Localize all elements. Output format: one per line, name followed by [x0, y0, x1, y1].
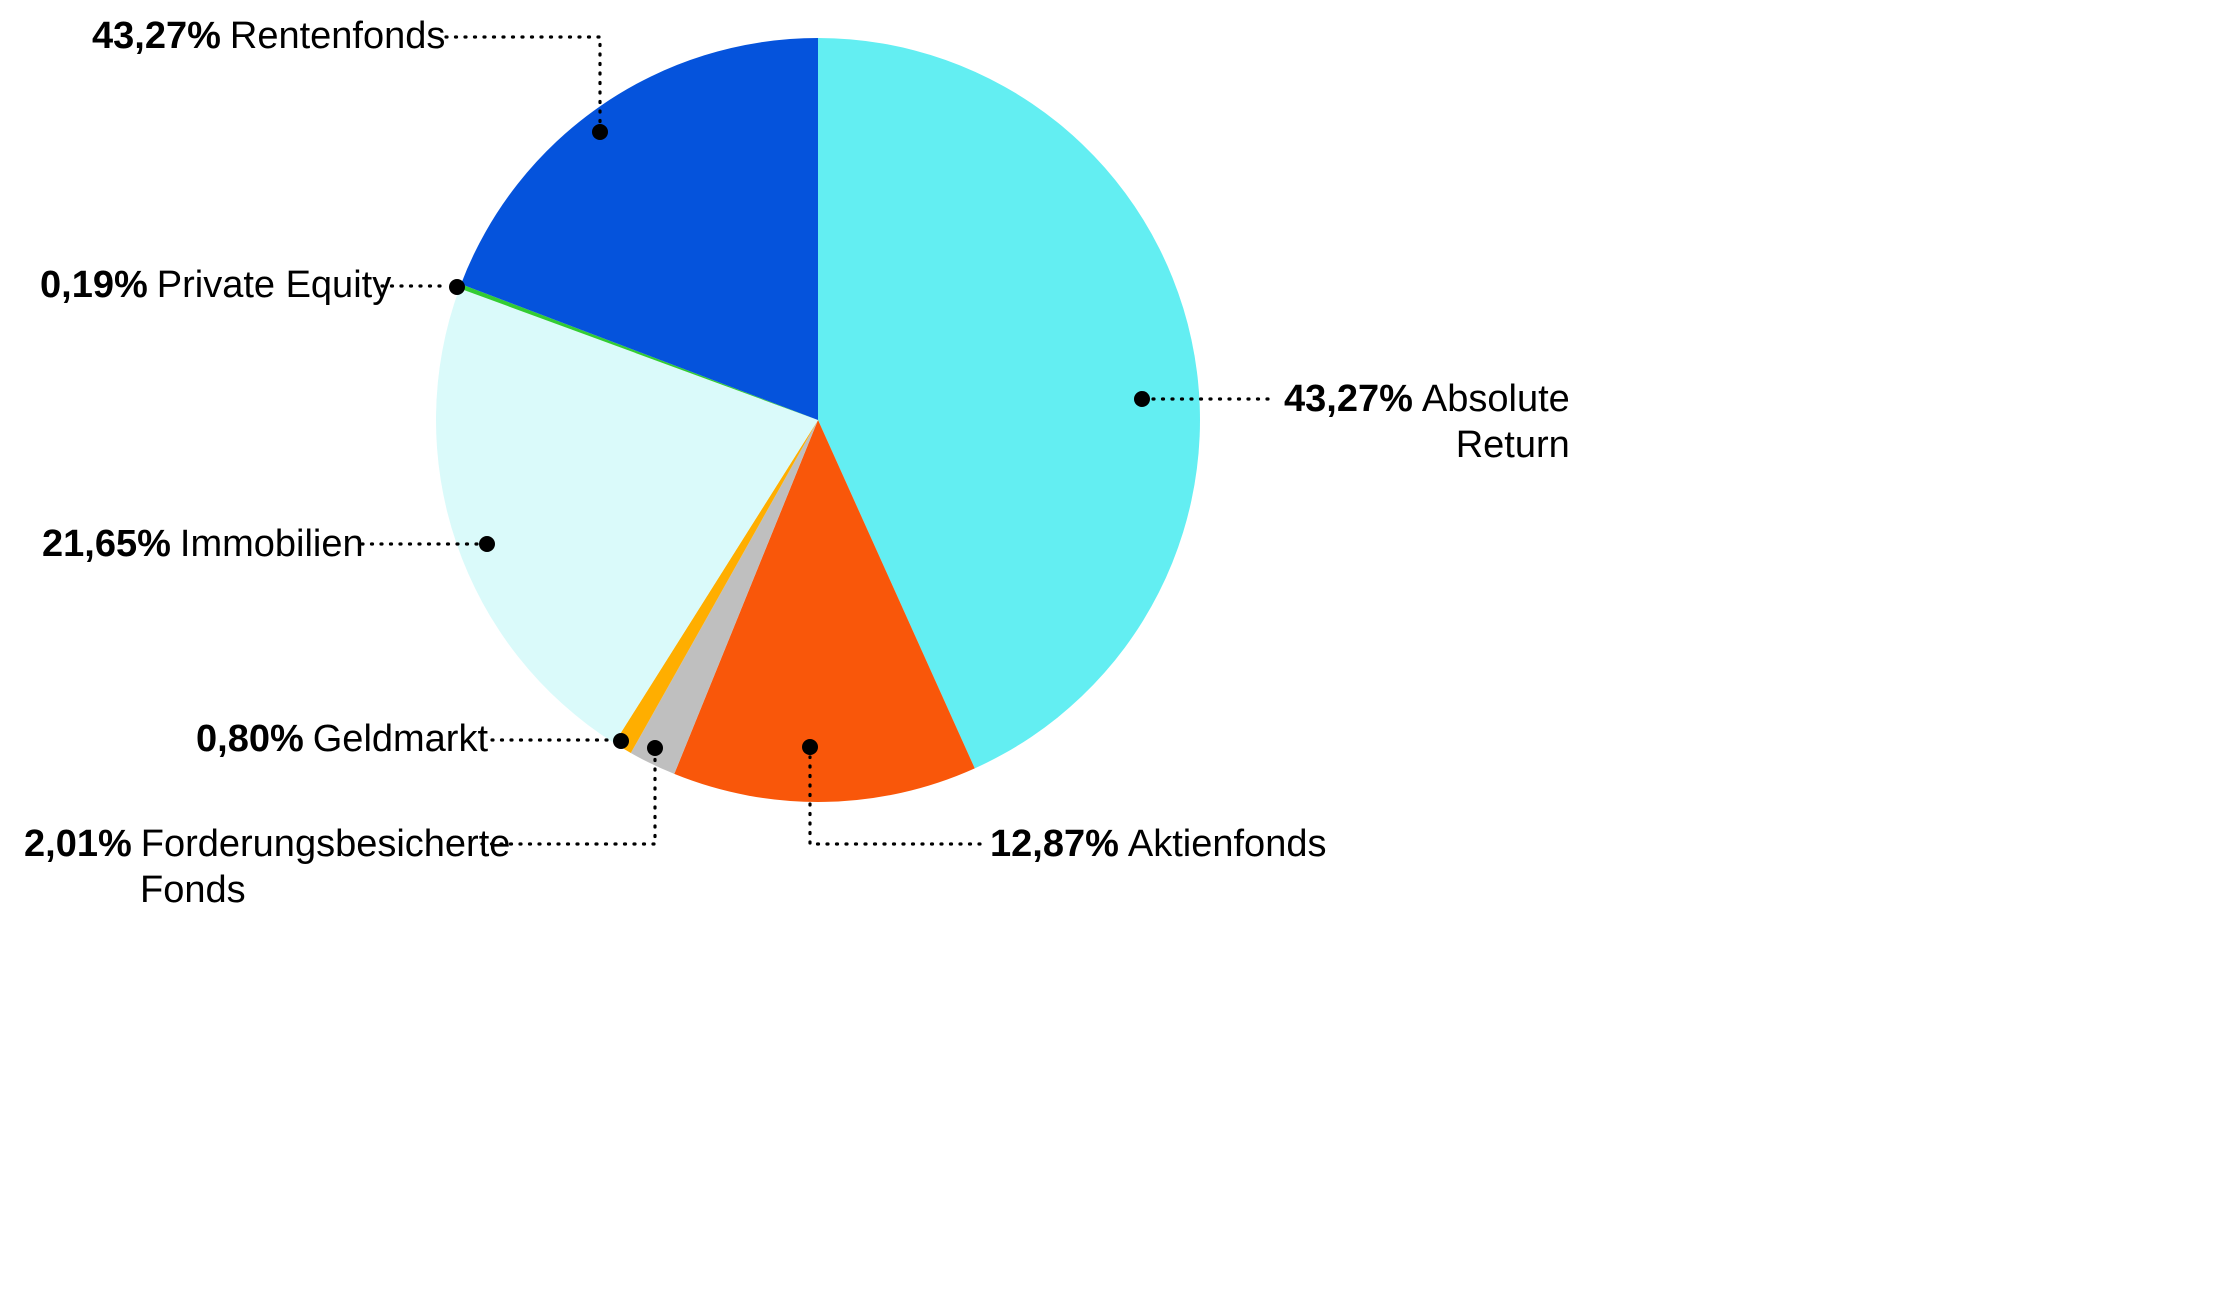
- pie-slice-rentenfonds: [461, 38, 818, 420]
- callout-label-geldmarkt: 0,80% Geldmarkt: [196, 716, 488, 762]
- pie: [435, 38, 1200, 802]
- callout-label-immobilien: 21,65% Immobilien: [42, 521, 364, 567]
- slice-name: Aktienfonds: [1127, 823, 1327, 865]
- leader-line-aktienfonds: [808, 755, 982, 846]
- label-line-1: 2,01% Forderungsbesicherte: [24, 821, 510, 867]
- percent-value: 0,80%: [196, 718, 304, 760]
- callout-dot-absolute-return: [1134, 391, 1150, 407]
- label-line-1: 43,27% Absolute: [1284, 376, 1570, 422]
- callout-dot-forderungsbesicherte-fonds: [647, 740, 663, 756]
- slice-name-continued: Return: [1455, 424, 1570, 466]
- label-line-2: Fonds: [140, 867, 510, 913]
- percent-value: 12,87%: [990, 823, 1119, 865]
- label-line-2: Return: [1284, 422, 1570, 468]
- slice-name: Forderungsbesicherte: [140, 823, 511, 865]
- percent-value: 0,19%: [40, 264, 148, 306]
- callout-dot-geldmarkt: [613, 733, 629, 749]
- slice-name: Rentenfonds: [229, 15, 446, 57]
- slice-name-continued: Fonds: [140, 869, 246, 911]
- percent-value: 2,01%: [24, 823, 132, 865]
- slice-name: Geldmarkt: [312, 718, 489, 760]
- leader-line-forderungsbesicherte-fonds: [480, 756, 657, 846]
- leader-line-rentenfonds: [444, 35, 602, 124]
- slice-name: Immobilien: [179, 523, 364, 565]
- pie-slice-absolute-return: [818, 38, 1200, 769]
- callout-label-private-equity: 0,19% Private Equity: [40, 262, 391, 308]
- pie-slice-private-equity: [459, 284, 818, 420]
- callout-dot-immobilien: [479, 536, 495, 552]
- percent-value: 21,65%: [42, 523, 171, 565]
- slice-name: Private Equity: [156, 264, 392, 306]
- callout-dot-aktienfonds: [802, 739, 818, 755]
- pie-slice-forderungsbesicherte-fonds: [630, 420, 818, 774]
- callout-label-rentenfonds: 43,27% Rentenfonds: [92, 13, 445, 59]
- callout-dot-private-equity: [449, 279, 465, 295]
- callout-label-forderungsbesicherte-fonds: 2,01% Forderungsbesicherte Fonds: [24, 821, 510, 913]
- slice-name: Absolute: [1421, 378, 1570, 420]
- callout-label-aktienfonds: 12,87% Aktienfonds: [990, 821, 1326, 867]
- callout-dot-rentenfonds: [592, 124, 608, 140]
- percent-value: 43,27%: [1284, 378, 1413, 420]
- pie-slice-geldmarkt: [614, 420, 818, 753]
- pie-slice-immobilien: [435, 288, 818, 744]
- pie-slice-aktienfonds: [674, 420, 975, 802]
- percent-value: 43,27%: [92, 15, 221, 57]
- callout-label-absolute-return: 43,27% Absolute Return: [1284, 376, 1570, 468]
